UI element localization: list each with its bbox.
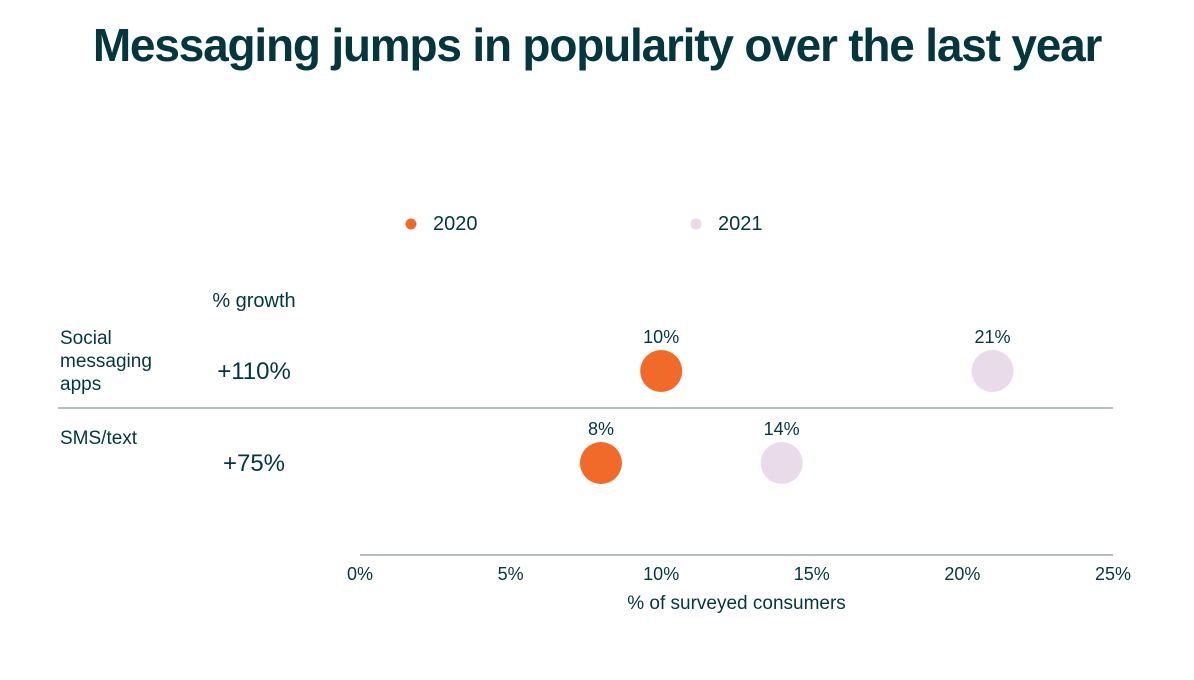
legend-label-2021: 2021	[718, 213, 763, 235]
category-label-line: Social	[60, 328, 112, 349]
x-tick-label: 15%	[794, 564, 830, 584]
data-label-2020: 8%	[588, 419, 614, 439]
x-axis-title: % of surveyed consumers	[627, 593, 846, 614]
x-tick-label: 0%	[347, 564, 373, 584]
category-label-line: apps	[60, 374, 101, 395]
data-point-2020	[640, 350, 683, 392]
data-point-2021	[971, 350, 1014, 392]
legend-marker-2020	[405, 218, 417, 230]
data-label-2021: 14%	[764, 419, 800, 439]
growth-header: % growth	[212, 290, 295, 312]
data-label-2020: 10%	[643, 327, 679, 347]
x-tick-label: 25%	[1095, 564, 1131, 584]
data-label-2021: 21%	[975, 327, 1011, 347]
x-tick-label: 10%	[643, 564, 679, 584]
legend-label-2020: 2020	[433, 213, 478, 235]
chart-title: Messaging jumps in popularity over the l…	[92, 19, 1103, 71]
category-label-line: SMS/text	[60, 428, 138, 449]
legend-marker-2021	[690, 218, 702, 230]
category-label-line: messaging	[60, 351, 152, 372]
data-point-2021	[760, 442, 803, 484]
data-point-2020	[579, 442, 622, 484]
x-tick-label: 20%	[944, 564, 980, 584]
x-tick-label: 5%	[498, 564, 524, 584]
growth-value: +75%	[223, 450, 285, 477]
growth-value: +110%	[217, 358, 291, 385]
